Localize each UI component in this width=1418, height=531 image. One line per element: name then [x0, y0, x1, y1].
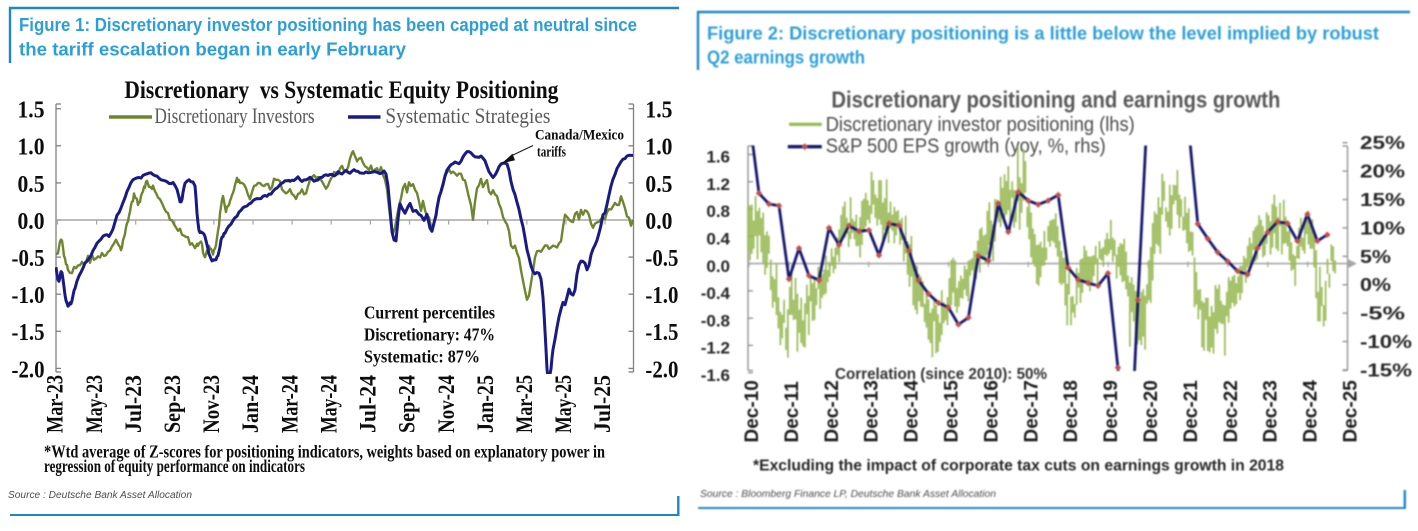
svg-text:-1.5: -1.5	[12, 320, 45, 346]
svg-text:Figure 2: Discretionary positi: Figure 2: Discretionary positioning is a…	[707, 23, 1379, 44]
svg-text:Dec-25: Dec-25	[1341, 380, 1362, 443]
svg-text:-1.2: -1.2	[701, 339, 730, 358]
svg-text:0.5: 0.5	[18, 172, 45, 198]
svg-text:Discretionary investor positio: Discretionary investor positioning (lhs)	[826, 114, 1135, 136]
svg-text:Discretionary: 47%: Discretionary: 47%	[364, 324, 495, 344]
svg-text:Nov-24: Nov-24	[434, 375, 459, 433]
svg-text:Discretionary Investors: Discretionary Investors	[155, 103, 315, 128]
svg-text:-2.0: -2.0	[645, 357, 678, 383]
svg-text:May-25: May-25	[551, 375, 576, 433]
svg-text:Dec-19: Dec-19	[1101, 380, 1122, 442]
svg-text:20%: 20%	[1360, 162, 1405, 182]
svg-text:Discretionary positioning and: Discretionary positioning and earnings g…	[831, 87, 1280, 113]
svg-text:Source : Deutsche Bank Asset A: Source : Deutsche Bank Asset Allocation	[8, 490, 192, 501]
svg-text:0.8: 0.8	[706, 202, 730, 221]
svg-text:Figure 1: Discretionary invest: Figure 1: Discretionary investor positio…	[19, 15, 637, 35]
svg-text:Dec-12: Dec-12	[822, 380, 843, 442]
svg-text:Mar-25: Mar-25	[512, 375, 537, 433]
svg-text:Jan-25: Jan-25	[473, 375, 498, 433]
svg-text:Dec-22: Dec-22	[1221, 380, 1242, 442]
svg-text:Dec-20: Dec-20	[1141, 380, 1162, 442]
svg-text:Discretionary vs Systematic E: Discretionary vs Systematic Equity Posit…	[124, 76, 558, 104]
svg-text:1.0: 1.0	[18, 135, 45, 161]
svg-text:Dec-24: Dec-24	[1301, 380, 1322, 443]
svg-text:0%: 0%	[1360, 275, 1391, 295]
svg-text:Jul-25: Jul-25	[590, 375, 615, 433]
svg-text:Systematic Strategies: Systematic Strategies	[385, 103, 550, 128]
svg-text:1.5: 1.5	[645, 98, 672, 124]
svg-text:1.5: 1.5	[18, 98, 45, 124]
svg-text:25%: 25%	[1360, 133, 1405, 153]
svg-text:Q2 earnings growth: Q2 earnings growth	[707, 47, 865, 68]
svg-text:tariffs: tariffs	[537, 145, 566, 161]
svg-text:1.2: 1.2	[706, 175, 730, 194]
svg-text:-0.5: -0.5	[645, 246, 678, 272]
svg-text:0.0: 0.0	[18, 209, 45, 235]
svg-text:Dec-16: Dec-16	[981, 380, 1002, 442]
svg-text:S&P 500 EPS growth (yoy, %, rh: S&P 500 EPS growth (yoy, %, rhs)	[826, 136, 1106, 158]
svg-text:-1.5: -1.5	[645, 320, 678, 346]
svg-text:-5%: -5%	[1360, 304, 1405, 324]
svg-text:regression of equity performan: regression of equity performance on indi…	[44, 456, 305, 476]
svg-text:Jul-24: Jul-24	[356, 375, 381, 433]
svg-text:-0.4: -0.4	[701, 284, 731, 303]
svg-text:Dec-11: Dec-11	[782, 381, 803, 443]
svg-text:0.5: 0.5	[645, 172, 672, 198]
svg-text:Mar-23: Mar-23	[43, 375, 68, 433]
svg-text:Sep-24: Sep-24	[395, 375, 420, 433]
svg-text:*Excluding the impact of corpo: *Excluding the impact of corporate tax c…	[753, 458, 1284, 475]
svg-text:0.0: 0.0	[706, 257, 730, 276]
svg-text:-1.0: -1.0	[645, 283, 678, 309]
svg-text:1.6: 1.6	[706, 148, 730, 167]
svg-text:Mar-24: Mar-24	[277, 375, 302, 433]
svg-text:Jan-24: Jan-24	[238, 375, 263, 433]
svg-text:Jul-23: Jul-23	[121, 375, 146, 433]
svg-text:Dec-21: Dec-21	[1181, 380, 1202, 443]
svg-text:Nov-23: Nov-23	[199, 375, 224, 433]
svg-text:1.0: 1.0	[645, 135, 672, 161]
svg-text:-1.0: -1.0	[12, 283, 45, 309]
svg-text:10%: 10%	[1360, 218, 1405, 238]
svg-text:Dec-13: Dec-13	[862, 380, 883, 442]
svg-text:Dec-14: Dec-14	[902, 380, 923, 443]
svg-text:-0.8: -0.8	[701, 311, 730, 330]
svg-text:Dec-10: Dec-10	[742, 380, 763, 442]
svg-text:Systematic: 87%: Systematic: 87%	[364, 346, 480, 366]
svg-text:the tariff escalation began in: the tariff escalation began in early Feb…	[19, 40, 406, 60]
svg-text:*Wtd average of Z-scores for p: *Wtd average of Z-scores for positioning…	[44, 442, 605, 462]
svg-text:Current percentiles: Current percentiles	[364, 302, 495, 322]
svg-text:Sep-23: Sep-23	[160, 375, 185, 433]
svg-text:Dec-17: Dec-17	[1021, 380, 1042, 442]
svg-text:-1.6: -1.6	[701, 366, 730, 385]
svg-text:0.0: 0.0	[645, 209, 672, 235]
svg-text:Dec-23: Dec-23	[1261, 380, 1282, 442]
svg-text:Canada/Mexico: Canada/Mexico	[535, 128, 624, 144]
svg-text:0.4: 0.4	[706, 230, 730, 249]
svg-text:Source : Bloomberg Finance LP,: Source : Bloomberg Finance LP, Deutsche …	[700, 489, 996, 500]
svg-text:-15%: -15%	[1360, 360, 1412, 380]
svg-text:15%: 15%	[1360, 190, 1405, 210]
svg-text:Dec-15: Dec-15	[942, 380, 963, 443]
svg-text:Correlation (since 2010): 50%: Correlation (since 2010): 50%	[835, 366, 1047, 383]
svg-text:May-23: May-23	[82, 375, 107, 433]
svg-text:-10%: -10%	[1360, 332, 1412, 352]
svg-text:May-24: May-24	[316, 375, 341, 433]
svg-text:5%: 5%	[1360, 247, 1391, 267]
svg-text:-2.0: -2.0	[12, 357, 45, 383]
svg-text:-0.5: -0.5	[12, 246, 45, 272]
svg-text:Dec-18: Dec-18	[1061, 380, 1082, 442]
